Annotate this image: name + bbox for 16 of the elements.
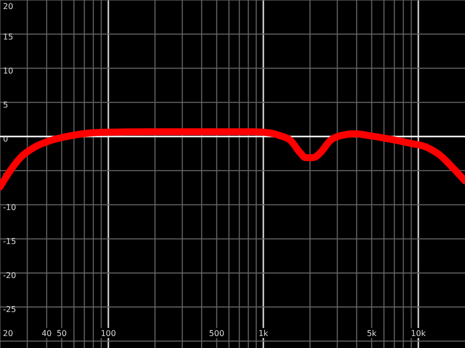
y-tick-label: -10 xyxy=(3,202,16,212)
y-tick-label: -25 xyxy=(3,305,16,314)
x-tick-label: 500 xyxy=(209,329,224,338)
y-tick-label: -20 xyxy=(3,271,16,280)
x-tick-label: 50 xyxy=(56,329,67,338)
x-tick-label: 40 xyxy=(42,329,52,338)
y-tick-label: 5 xyxy=(3,100,8,110)
y-tick-label: -15 xyxy=(3,237,16,246)
x-tick-label: 5k xyxy=(366,329,377,338)
y-tick-label: 15 xyxy=(3,32,14,42)
x-tick-label: 10k xyxy=(410,329,426,338)
y-tick-label: 20 xyxy=(3,2,14,12)
x-tick-label: 1k xyxy=(258,329,269,338)
x-tick-label: 100 xyxy=(100,329,116,338)
y-tick-label: 0 xyxy=(3,134,8,144)
y-tick-label: 10 xyxy=(3,66,14,76)
